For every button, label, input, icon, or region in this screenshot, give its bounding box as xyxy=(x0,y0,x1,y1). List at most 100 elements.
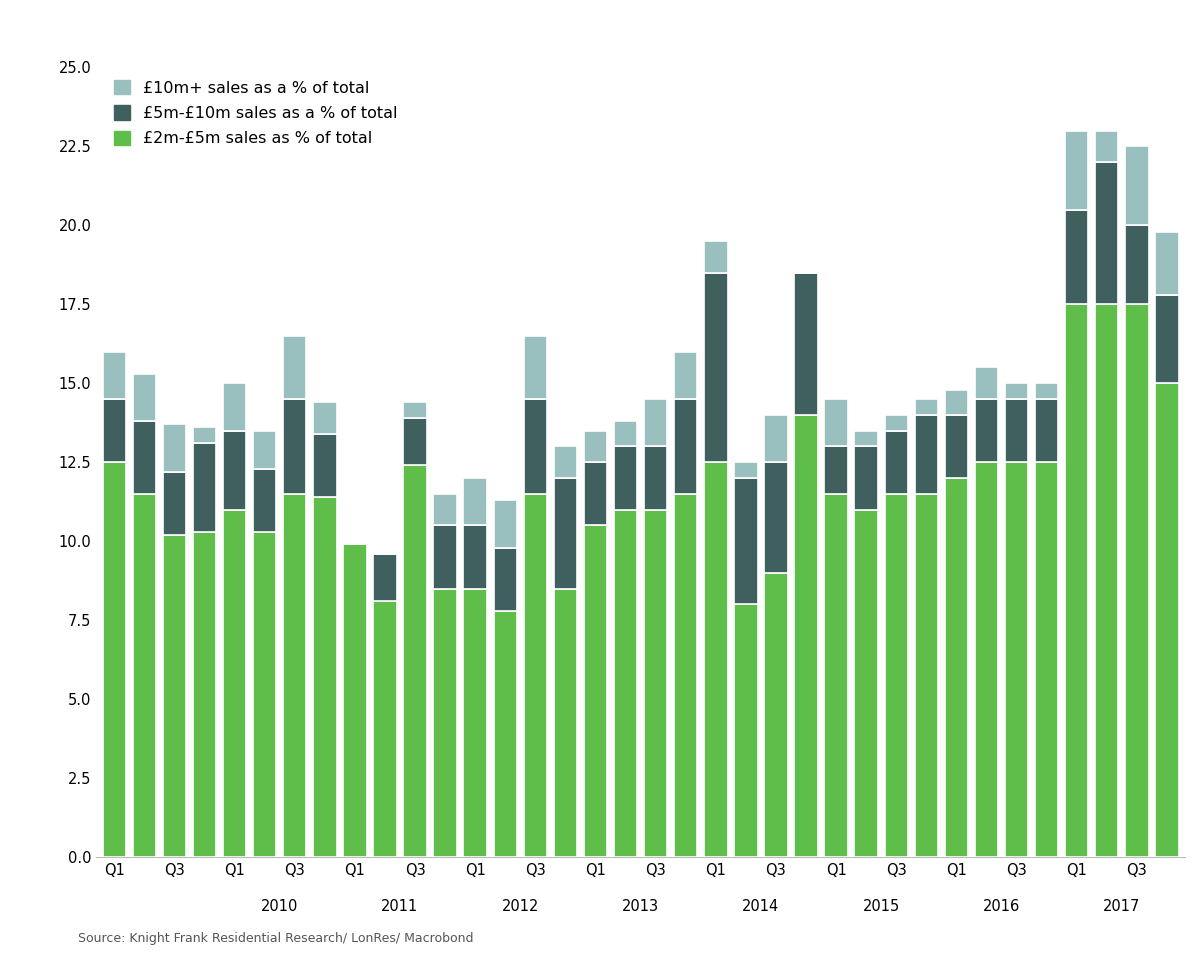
Text: 2010: 2010 xyxy=(261,898,298,914)
Bar xyxy=(644,447,668,509)
Bar xyxy=(764,462,788,573)
Bar xyxy=(794,273,818,415)
Bar xyxy=(704,241,728,273)
Bar xyxy=(583,462,608,526)
Bar xyxy=(1125,304,1149,857)
Bar xyxy=(403,465,427,857)
Bar xyxy=(553,588,577,857)
Text: 2016: 2016 xyxy=(983,898,1020,914)
Text: 2013: 2013 xyxy=(622,898,659,914)
Bar xyxy=(313,403,337,433)
Bar xyxy=(373,601,397,857)
Bar xyxy=(704,273,728,462)
Bar xyxy=(854,447,878,509)
Bar xyxy=(523,494,547,857)
Bar xyxy=(283,336,307,399)
Bar xyxy=(854,430,878,447)
Bar xyxy=(523,399,547,494)
Bar xyxy=(674,351,698,399)
Bar xyxy=(343,544,367,857)
Bar xyxy=(493,548,517,611)
Text: 2012: 2012 xyxy=(502,898,539,914)
Legend: £10m+ sales as a % of total, £5m-£10m sales as a % of total, £2m-£5m sales as % : £10m+ sales as a % of total, £5m-£10m sa… xyxy=(109,75,403,151)
Bar xyxy=(553,478,577,588)
Bar xyxy=(974,399,998,462)
Bar xyxy=(223,430,247,509)
Bar xyxy=(824,447,848,494)
Bar xyxy=(944,390,968,415)
Bar xyxy=(854,509,878,857)
Bar xyxy=(553,447,577,478)
Bar xyxy=(704,462,728,857)
Bar xyxy=(433,588,457,857)
Bar xyxy=(223,509,247,857)
Bar xyxy=(1065,131,1089,210)
Bar xyxy=(192,532,217,857)
Bar xyxy=(1065,304,1089,857)
Bar xyxy=(1095,162,1119,304)
Bar xyxy=(1065,210,1089,304)
Bar xyxy=(1155,383,1179,857)
Bar xyxy=(824,494,848,857)
Bar xyxy=(764,573,788,857)
Bar xyxy=(914,415,938,494)
Bar xyxy=(493,500,517,548)
Text: 2011: 2011 xyxy=(381,898,419,914)
Bar xyxy=(1125,146,1149,225)
Bar xyxy=(644,399,668,447)
Bar xyxy=(313,497,337,857)
Bar xyxy=(313,433,337,497)
Bar xyxy=(192,428,217,443)
Text: Source: Knight Frank Residential Research/ LonRes/ Macrobond: Source: Knight Frank Residential Researc… xyxy=(78,932,474,945)
Bar xyxy=(493,611,517,857)
Text: 2015: 2015 xyxy=(863,898,900,914)
Bar xyxy=(192,443,217,532)
Bar xyxy=(974,462,998,857)
Bar xyxy=(463,478,487,526)
Bar xyxy=(944,415,968,478)
Bar xyxy=(884,415,908,430)
Bar xyxy=(433,526,457,588)
Bar xyxy=(914,399,938,415)
Bar xyxy=(734,462,758,478)
Bar xyxy=(162,472,186,534)
Bar xyxy=(614,421,638,447)
Bar xyxy=(1155,232,1179,295)
Bar xyxy=(463,526,487,588)
Bar xyxy=(463,588,487,857)
Bar xyxy=(734,605,758,857)
Bar xyxy=(824,399,848,447)
Bar xyxy=(583,526,608,857)
Bar xyxy=(162,425,186,472)
Bar xyxy=(162,534,186,857)
Bar xyxy=(253,469,277,532)
Text: 2017: 2017 xyxy=(1103,898,1140,914)
Bar xyxy=(433,494,457,526)
Bar xyxy=(523,336,547,399)
Bar xyxy=(644,509,668,857)
Bar xyxy=(283,494,307,857)
Bar xyxy=(1095,131,1119,162)
Bar xyxy=(764,415,788,462)
Bar xyxy=(373,554,397,601)
Bar xyxy=(583,430,608,462)
Bar xyxy=(253,532,277,857)
Bar xyxy=(132,421,156,494)
Bar xyxy=(223,383,247,430)
Bar xyxy=(1095,304,1119,857)
Bar xyxy=(132,374,156,421)
Bar xyxy=(102,462,126,857)
Bar xyxy=(974,368,998,399)
Bar xyxy=(283,399,307,494)
Bar xyxy=(614,447,638,509)
Bar xyxy=(944,478,968,857)
Bar xyxy=(102,351,126,399)
Bar xyxy=(1005,462,1029,857)
Bar xyxy=(102,399,126,462)
Bar xyxy=(674,494,698,857)
Bar xyxy=(1035,399,1059,462)
Bar xyxy=(1035,462,1059,857)
Bar xyxy=(253,430,277,469)
Bar xyxy=(884,430,908,494)
Bar xyxy=(674,399,698,494)
